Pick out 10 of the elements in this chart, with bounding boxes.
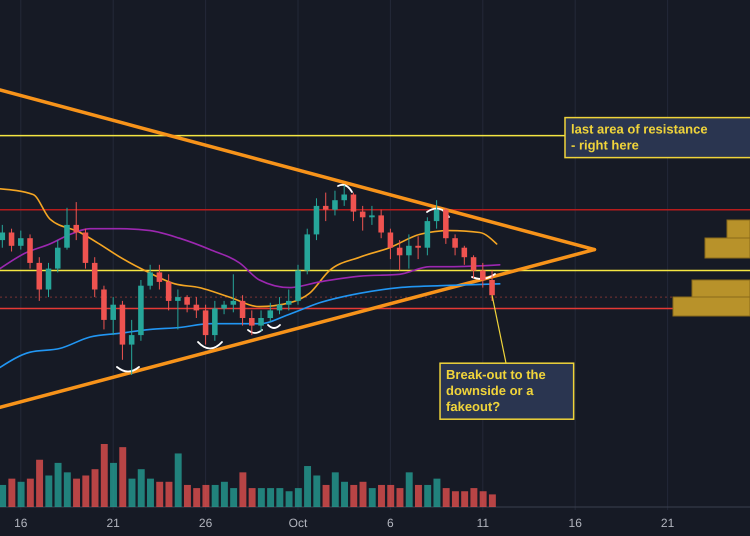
x-tick-label: 11 (476, 516, 490, 530)
x-tick-label: 16 (14, 516, 28, 530)
annotation: Break-out to the downside or a fakeout? (446, 367, 546, 414)
x-tick-label: 21 (106, 516, 120, 530)
x-tick-label: 26 (198, 516, 213, 530)
x-tick-label: 6 (387, 516, 394, 530)
x-tick-label: 21 (660, 516, 675, 530)
x-tick-label: Oct (288, 516, 308, 530)
ref-line-label: last area of resistance - right here (571, 122, 708, 153)
x-tick-label: 16 (568, 516, 582, 530)
